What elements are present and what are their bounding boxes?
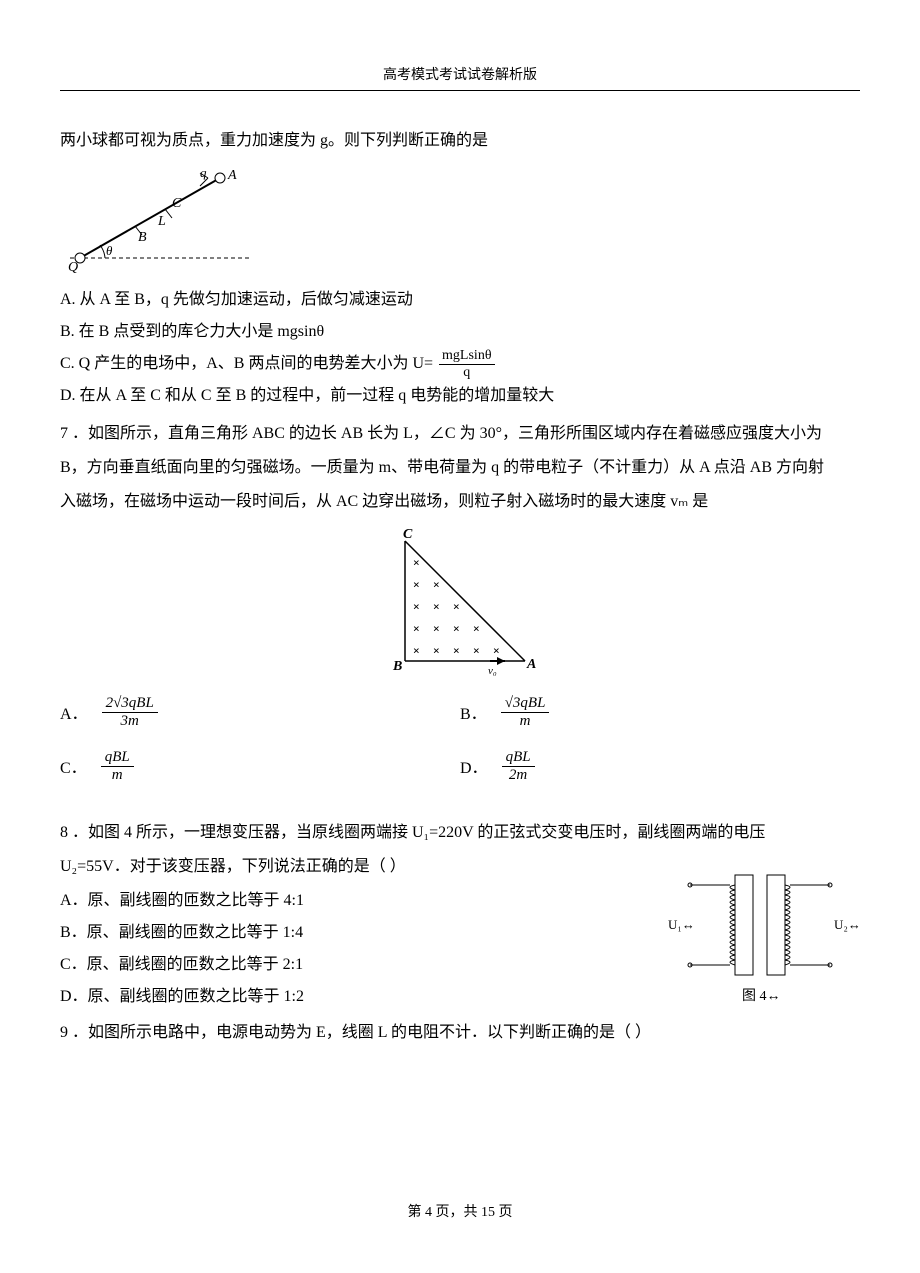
svg-text:×: × bbox=[413, 578, 420, 591]
q8-figure: U₁↔ U₂↔ 图 4↔ bbox=[660, 855, 860, 1010]
svg-text:Q: Q bbox=[68, 260, 78, 273]
svg-text:×: × bbox=[473, 644, 480, 657]
q7-stem-line1: 7 ．如图所示，直角三角形 ABC 的边长 AB 长为 L，∠C 为 30°，三… bbox=[60, 418, 860, 450]
q7-figure: × × × × × × × × × × × × × × × C B A v₀ bbox=[60, 526, 860, 681]
q7-option-d: D． qBL 2m bbox=[460, 739, 860, 793]
svg-text:图 4↔: 图 4↔ bbox=[742, 989, 781, 1004]
svg-text:U₂↔: U₂↔ bbox=[834, 917, 860, 932]
svg-text:B: B bbox=[392, 659, 402, 674]
q7-stem-line2: B，方向垂直纸面向里的匀强磁场。一质量为 m、带电荷量为 q 的带电粒子（不计重… bbox=[60, 452, 860, 484]
svg-text:L: L bbox=[157, 214, 166, 229]
svg-text:A: A bbox=[526, 657, 536, 672]
q6-intro: 两小球都可视为质点，重力加速度为 g。则下列判断正确的是 bbox=[60, 125, 860, 157]
svg-text:B: B bbox=[138, 230, 147, 245]
svg-text:×: × bbox=[433, 578, 440, 591]
svg-text:C: C bbox=[172, 196, 182, 211]
svg-text:×: × bbox=[433, 644, 440, 657]
svg-text:θ: θ bbox=[106, 243, 113, 258]
q6-figure: Q θ A q C L B bbox=[60, 163, 860, 278]
q6-option-b: B. 在 B 点受到的库仑力大小是 mgsinθ bbox=[60, 316, 860, 348]
q6-option-c-frac: mgLsinθ q bbox=[439, 348, 495, 380]
svg-text:U₁↔: U₁↔ bbox=[668, 917, 695, 932]
q6-option-c: C. Q 产生的电场中，A、B 两点间的电势差大小为 U= mgLsinθ q bbox=[60, 348, 860, 380]
svg-text:×: × bbox=[413, 600, 420, 613]
svg-text:×: × bbox=[453, 622, 460, 635]
svg-text:×: × bbox=[413, 644, 420, 657]
svg-text:×: × bbox=[413, 622, 420, 635]
q6-option-c-prefix: C. Q 产生的电场中，A、B 两点间的电势差大小为 U= bbox=[60, 355, 433, 372]
svg-text:×: × bbox=[493, 644, 500, 657]
q7-options: A． 2√3qBL 3m B． √3qBL m C． qBL m D． qBL bbox=[60, 685, 860, 793]
q7-option-b: B． √3qBL m bbox=[460, 685, 860, 739]
svg-text:×: × bbox=[453, 644, 460, 657]
svg-text:×: × bbox=[433, 600, 440, 613]
svg-text:v₀: v₀ bbox=[488, 665, 497, 676]
page-footer: 第 4 页，共 15 页 bbox=[0, 1201, 920, 1221]
q9-stem: 9 ．如图所示电路中，电源电动势为 E，线圈 L 的电阻不计．以下判断正确的是（… bbox=[60, 1017, 860, 1049]
page-header-title: 高考模式考试试卷解析版 bbox=[60, 64, 860, 84]
svg-text:×: × bbox=[473, 622, 480, 635]
svg-text:C: C bbox=[403, 527, 413, 542]
q7-option-c: C． qBL m bbox=[60, 739, 460, 793]
q6-option-d: D. 在从 A 至 C 和从 C 至 B 的过程中，前一过程 q 电势能的增加量… bbox=[60, 380, 860, 412]
svg-text:×: × bbox=[413, 556, 420, 569]
header-rule bbox=[60, 90, 860, 91]
svg-text:A: A bbox=[227, 168, 237, 183]
svg-text:q: q bbox=[200, 165, 207, 180]
q7-stem-line3: 入磁场，在磁场中运动一段时间后，从 AC 边穿出磁场，则粒子射入磁场时的最大速度… bbox=[60, 486, 860, 518]
svg-text:×: × bbox=[433, 622, 440, 635]
svg-text:×: × bbox=[453, 600, 460, 613]
q7-option-a: A． 2√3qBL 3m bbox=[60, 685, 460, 739]
q8-stem-line1: 8 ．如图 4 所示，一理想变压器，当原线圈两端接 U₁=220V 的正弦式交变… bbox=[60, 817, 860, 849]
q6-option-a: A. 从 A 至 B，q 先做匀加速运动，后做匀减速运动 bbox=[60, 284, 860, 316]
